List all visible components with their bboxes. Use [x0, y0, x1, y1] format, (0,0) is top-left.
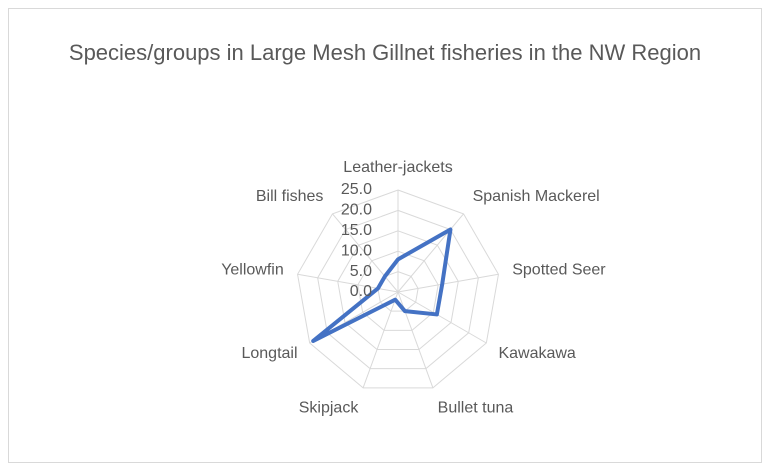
y-tick-label: 20.0	[341, 202, 372, 219]
y-tick-label: 15.0	[341, 222, 372, 239]
category-label: Bullet tuna	[438, 400, 514, 417]
spoke	[397, 213, 464, 293]
spoke	[397, 273, 499, 293]
grid-ring	[357, 250, 439, 331]
spoke	[397, 291, 487, 344]
grid-ring	[297, 189, 499, 389]
category-label: Spanish Mackerel	[473, 188, 600, 205]
category-label: Kawakawa	[498, 345, 575, 362]
category-label: Leather-jackets	[343, 159, 452, 176]
y-tick-label: 25.0	[341, 181, 372, 198]
category-label: Skipjack	[299, 400, 360, 417]
category-label: Bill fishes	[256, 188, 324, 205]
chart-title: Species/groups in Large Mesh Gillnet fis…	[68, 40, 702, 65]
category-label: Spotted Seer	[512, 262, 606, 279]
grid-ring	[337, 230, 459, 351]
category-label: Longtail	[241, 345, 297, 362]
series-line	[311, 227, 453, 343]
spoke	[297, 273, 399, 293]
spoke	[362, 291, 399, 389]
y-tick-label: 10.0	[341, 242, 372, 259]
title-box: Species/groups in Large Mesh Gillnet fis…	[68, 40, 702, 65]
y-tick-label: 0.0	[350, 283, 372, 300]
grid-ring	[317, 209, 479, 370]
spoke	[332, 213, 399, 293]
category-label: Yellowfin	[221, 262, 284, 279]
y-tick-label: 5.0	[350, 263, 372, 280]
